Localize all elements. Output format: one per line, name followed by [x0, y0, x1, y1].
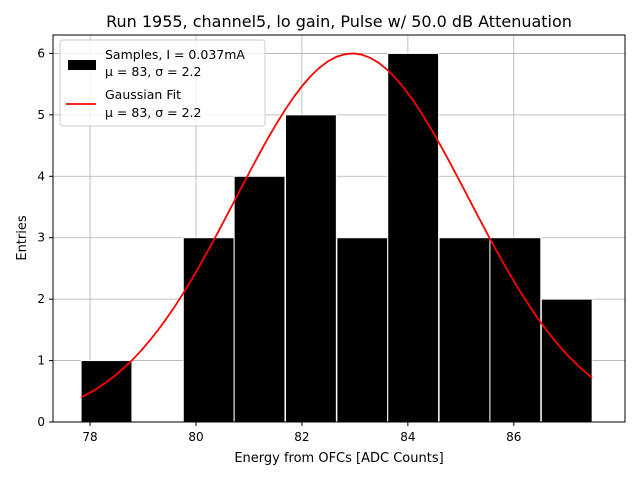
histogram-bar	[387, 52, 440, 423]
y-tick-label: 3	[37, 231, 45, 245]
y-tick-label: 1	[37, 354, 45, 368]
legend-samples-swatch	[68, 60, 96, 70]
x-tick-label: 86	[506, 430, 521, 444]
histogram-bar	[336, 237, 389, 423]
axes-frame	[52, 34, 626, 423]
histogram-bar	[233, 175, 286, 423]
y-axis-ticks: 0 1 2 3 4 5 6	[37, 46, 53, 429]
legend-box	[59, 39, 266, 127]
chart-title: Run 1955, channel5, lo gain, Pulse w/ 50…	[106, 12, 572, 31]
x-tick-label: 82	[294, 430, 309, 444]
legend-fit-stats: μ = 83, σ = 2.2	[105, 105, 201, 120]
gaussian-fit-line	[80, 52, 593, 399]
x-tick-label: 80	[188, 430, 203, 444]
histogram-bar	[182, 237, 235, 423]
y-tick-label: 6	[37, 46, 45, 60]
legend: Samples, I = 0.037mA μ = 83, σ = 2.2 Gau…	[59, 39, 266, 127]
gaussian-fit	[80, 52, 593, 399]
x-tick-label: 84	[400, 430, 415, 444]
legend-samples-label: Samples, I = 0.037mA	[105, 47, 245, 62]
legend-samples-stats: μ = 83, σ = 2.2	[105, 64, 201, 79]
histogram-bar	[489, 237, 542, 423]
histogram-bar	[285, 114, 337, 423]
x-axis-label: Energy from OFCs [ADC Counts]	[234, 451, 443, 466]
y-tick-label: 2	[37, 292, 45, 306]
y-tick-label: 5	[37, 108, 45, 122]
y-tick-label: 4	[37, 169, 45, 183]
histogram-bar	[438, 237, 491, 423]
axes-border	[52, 34, 626, 423]
x-tick-label: 78	[82, 430, 97, 444]
legend-fit-label: Gaussian Fit	[105, 87, 181, 102]
histogram-bars	[80, 52, 593, 423]
histogram-bar	[540, 298, 593, 423]
x-axis-ticks: 78 80 82 84 86	[82, 422, 521, 444]
y-axis-label: Entries	[15, 215, 30, 261]
y-tick-label: 0	[37, 415, 45, 429]
histogram-bar	[80, 360, 133, 423]
